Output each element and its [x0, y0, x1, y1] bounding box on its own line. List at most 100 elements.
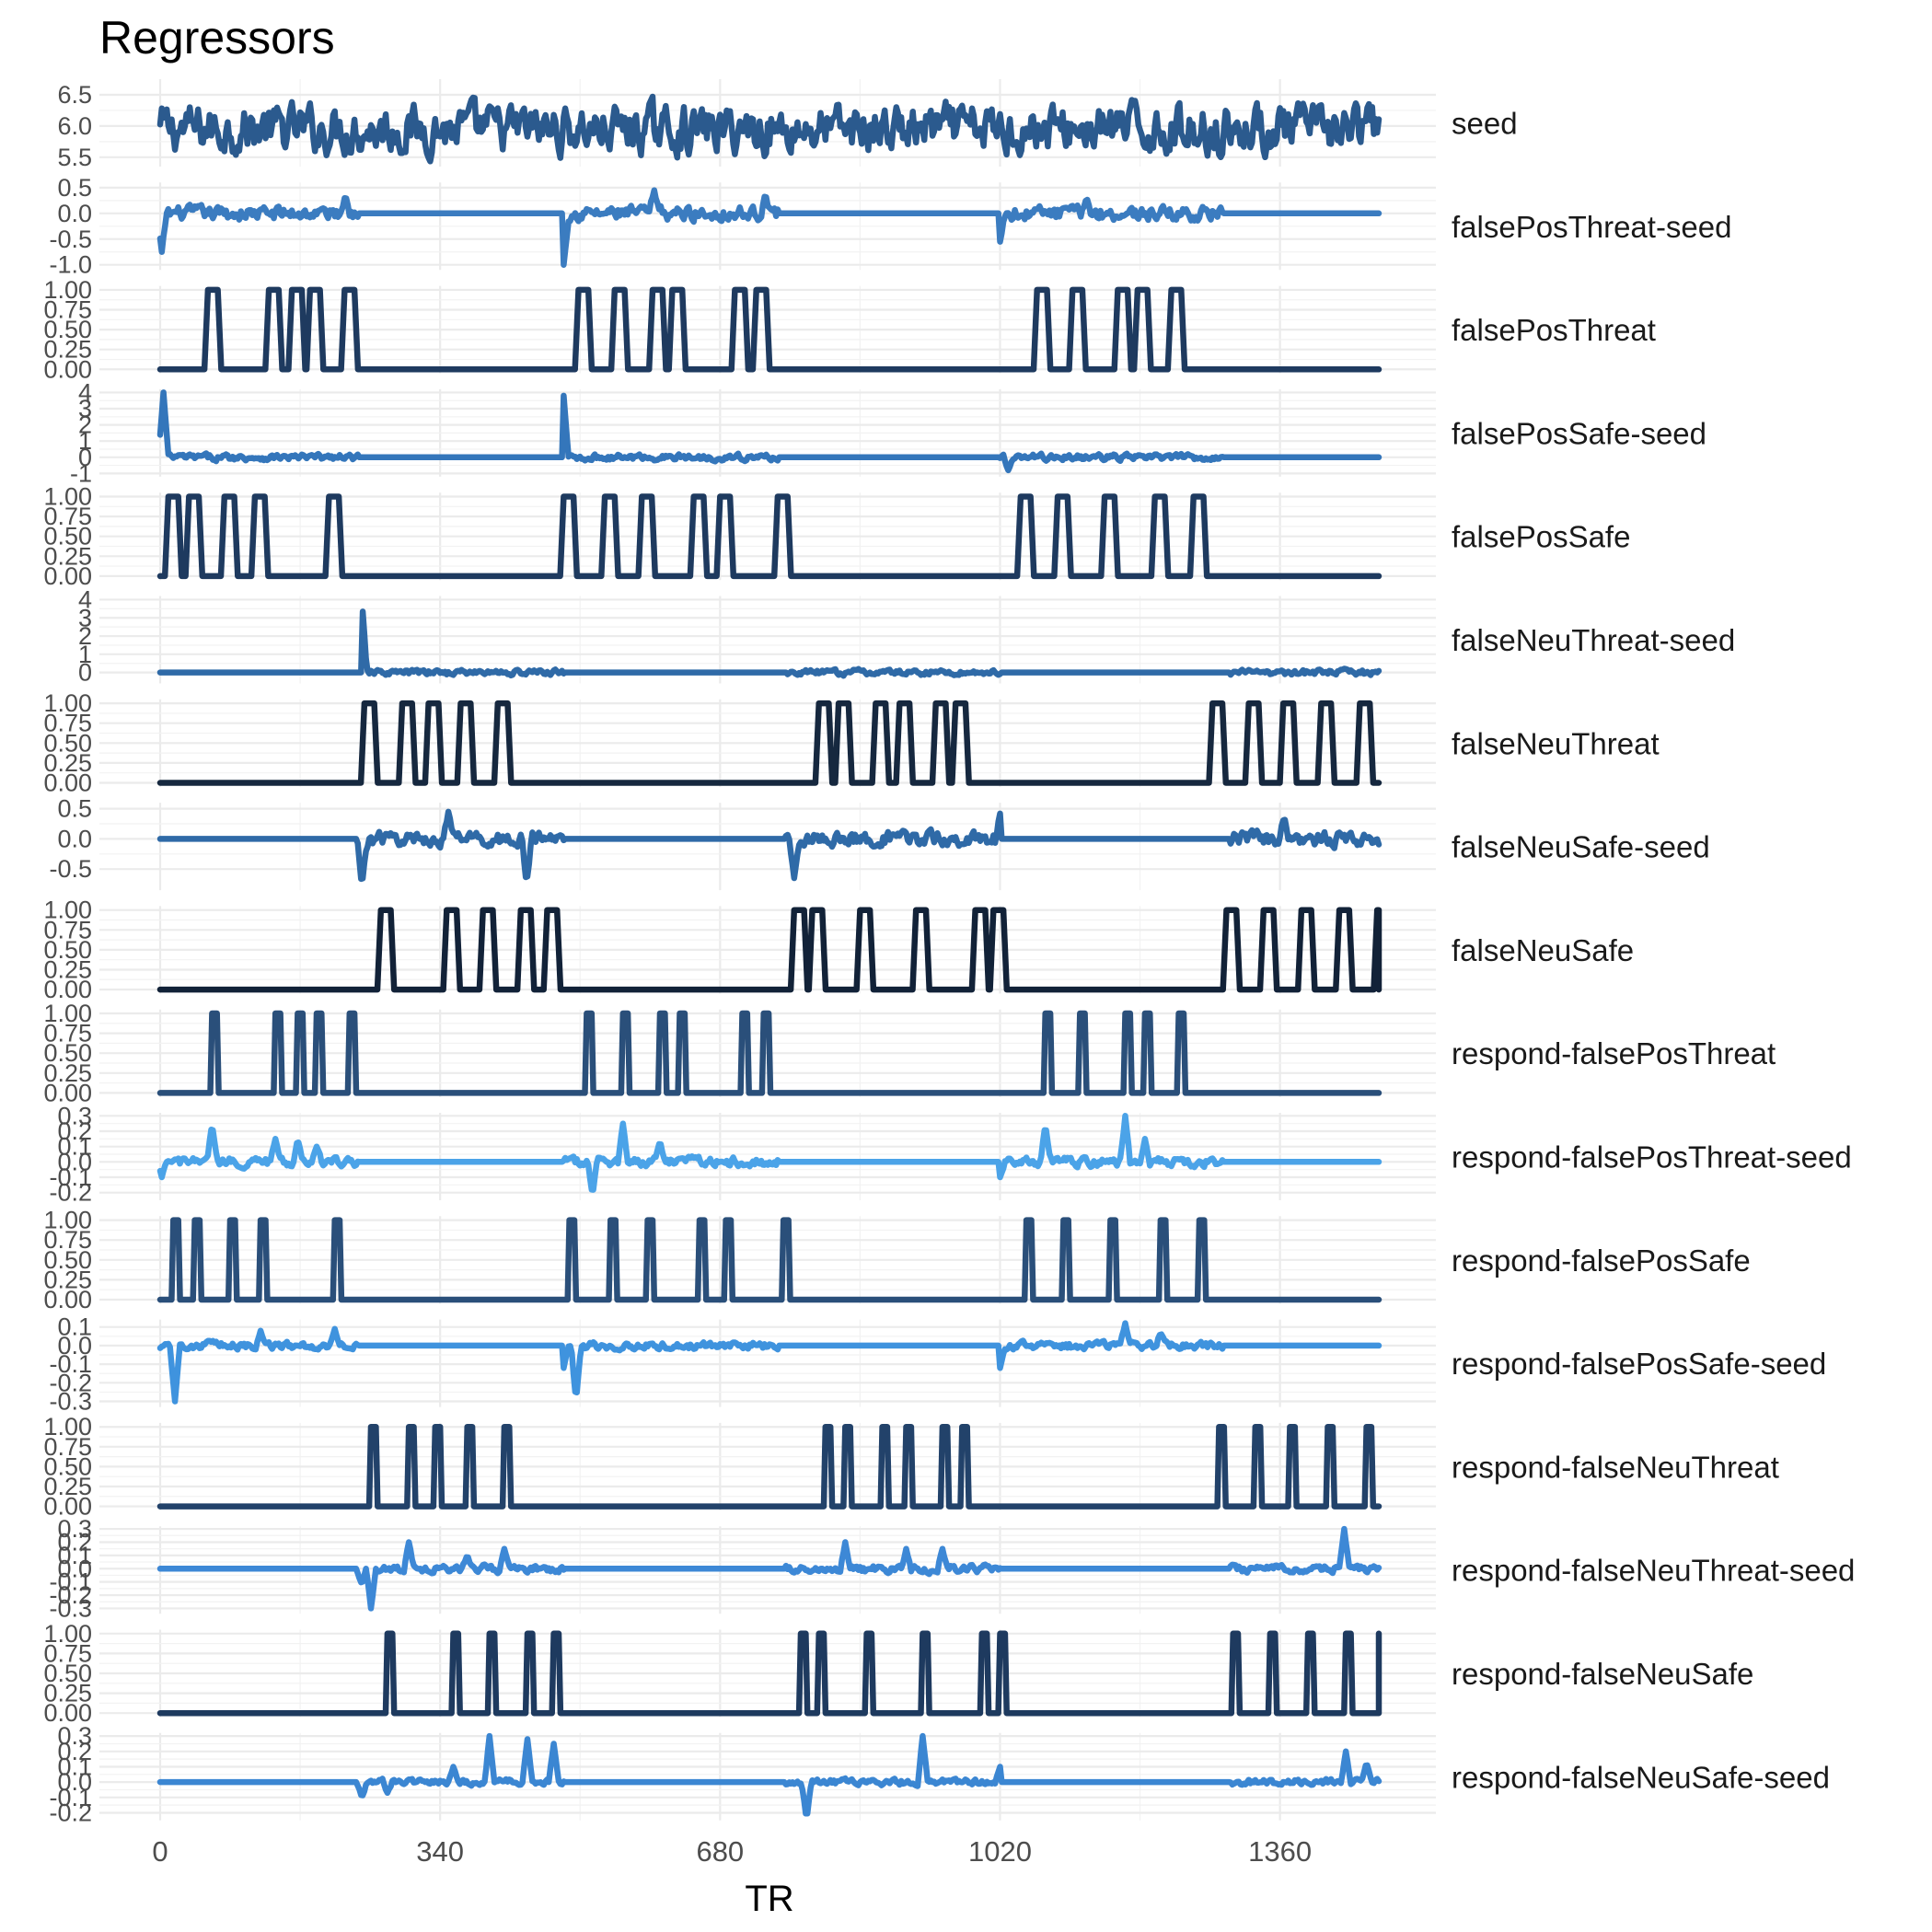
facet-falseNeuSafe-seed: -0.5 0.00.5 falseNeuSafe-seed [49, 795, 1710, 891]
facet-falsePosThreat-seed: -1.0-0.50.00.5 falsePosThreat-seed [49, 174, 1731, 279]
facet-grid [99, 699, 1436, 787]
y-tick-label: 0.00 [43, 1699, 92, 1727]
y-tick-label: 2 [78, 411, 92, 439]
y-tick-label: 0.0 [57, 200, 92, 227]
y-tick-label: 0.25 [43, 1059, 92, 1087]
y-tick-label: 0.25 [43, 749, 92, 777]
y-tick-label: 6.0 [57, 112, 92, 140]
y-tick-label: -0.1 [49, 1568, 92, 1596]
y-tick-label: 0.00 [43, 1079, 92, 1106]
y-tick-label: 1.00 [43, 1000, 92, 1027]
facet-seed: 5.5 6.0 6.5 seed [57, 79, 1518, 171]
y-tick-label: -0.1 [49, 1784, 92, 1811]
facet-label: falseNeuThreat [1452, 726, 1660, 760]
facet-label: falseNeuSafe [1452, 933, 1634, 967]
y-tick-label: 0.25 [43, 542, 92, 570]
y-tick-label: 0.50 [43, 1039, 92, 1067]
y-tick-label: 0.75 [43, 1433, 92, 1461]
y-tick-label: -0.3 [49, 1388, 92, 1416]
series-line-respond-falseNeuSafe [156, 1630, 1382, 1717]
facet-label: respond-falsePosSafe [1452, 1244, 1751, 1278]
y-tick-label: 0.75 [43, 1020, 92, 1047]
y-tick-label: -0.3 [49, 1594, 92, 1622]
facet-respond-falsePosThreat: 0.000.250.500.751.00 respond-falsePosThre… [43, 1000, 1776, 1106]
chart-title: Regressors [99, 12, 335, 64]
y-tick-label: 1.00 [43, 1620, 92, 1648]
y-tick-label: 0.75 [43, 1226, 92, 1254]
y-tick-label: 0.75 [43, 503, 92, 530]
facet-label: respond-falsePosThreat [1452, 1036, 1776, 1070]
x-tick-label: 1020 [968, 1835, 1032, 1868]
y-tick-label: 0.3 [57, 1515, 92, 1543]
facet-label: falsePosSafe-seed [1452, 416, 1706, 450]
y-tick-label: 4 [78, 585, 92, 613]
series-line-falseNeuThreat [156, 700, 1382, 786]
facet-label: falsePosSafe [1452, 520, 1630, 554]
y-tick-label: -1 [70, 459, 92, 487]
y-tick-label: 1.00 [43, 483, 92, 511]
facet-respond-falsePosSafe: 0.000.250.500.751.00 respond-falsePosSafe [43, 1207, 1750, 1313]
y-tick-label: 0.2 [57, 1528, 92, 1556]
y-tick-label: 0.0 [57, 1768, 92, 1796]
facet-grid [99, 1732, 1436, 1821]
y-tick-label: -0.2 [49, 1799, 92, 1826]
y-tick-label: 0.25 [43, 955, 92, 983]
facet-label: falsePosThreat-seed [1452, 210, 1732, 244]
series-line-respond-falseNeuThreat [156, 1423, 1382, 1510]
facet-respond-falseNeuThreat-seed: -0.3-0.2-0.10.00.10.20.3 respond-falseNeu… [49, 1515, 1855, 1622]
series-line-falseNeuThreat-seed [156, 608, 1382, 679]
facet-label: falseNeuThreat-seed [1452, 623, 1735, 657]
y-tick-label: 0.1 [57, 1313, 92, 1341]
series-line-falsePosSafe [156, 493, 1382, 580]
series-line-respond-falsePosSafe [156, 1217, 1382, 1303]
y-tick-label: -0.5 [49, 226, 92, 253]
y-tick-label: 0.50 [43, 1246, 92, 1274]
y-tick-label: 0.00 [43, 355, 92, 383]
y-tick-label: 0.0 [57, 825, 92, 852]
x-tick-label: 0 [152, 1835, 168, 1868]
facet-respond-falsePosSafe-seed: -0.3-0.2-0.10.00.1 respond-falsePosSafe-s… [49, 1313, 1826, 1416]
y-tick-label: 0.1 [57, 1542, 92, 1569]
y-tick-label: 1.00 [43, 1207, 92, 1234]
facet-grid [99, 1216, 1436, 1304]
y-tick-label: 0.0 [57, 1148, 92, 1175]
series-line-respond-falseNeuThreat-seed [156, 1525, 1382, 1612]
y-tick-label: 0.50 [43, 1452, 92, 1480]
facet-falsePosThreat: 0.000.250.500.751.00 falsePosThreat [43, 276, 1656, 383]
y-tick-label: 0.00 [43, 1493, 92, 1521]
facet-grid [99, 1422, 1436, 1510]
facet-falseNeuSafe: 0.000.250.500.751.00 falseNeuSafe [43, 897, 1634, 1003]
series-line-respond-falsePosThreat-seed [156, 1113, 1382, 1193]
facet-label: respond-falsePosThreat-seed [1452, 1140, 1852, 1174]
series-line-falseNeuSafe [156, 907, 1382, 993]
y-tick-label: 0.00 [43, 1286, 92, 1313]
y-tick-label: 1 [78, 427, 92, 455]
facet-falseNeuThreat: 0.000.250.500.751.00 falseNeuThreat [43, 689, 1659, 796]
y-tick-label: 0.0 [57, 1555, 92, 1582]
y-tick-label: 0.00 [43, 562, 92, 590]
x-tick-label: 680 [696, 1835, 744, 1868]
facet-label: respond-falseNeuSafe [1452, 1657, 1753, 1691]
y-tick-label: 1.00 [43, 689, 92, 717]
series-line-respond-falsePosThreat [156, 1010, 1382, 1096]
y-tick-label: 0.2 [57, 1738, 92, 1765]
y-tick-label: 3 [78, 604, 92, 631]
y-tick-label: 0.1 [57, 1133, 92, 1161]
x-tick-label: 1360 [1248, 1835, 1312, 1868]
facet-respond-falseNeuThreat: 0.000.250.500.751.00 respond-falseNeuThre… [43, 1413, 1778, 1520]
y-tick-label: 6.5 [57, 81, 92, 109]
y-tick-label: -0.5 [49, 855, 92, 883]
series-line-respond-falseNeuSafe-seed [156, 1732, 1382, 1817]
facet-label: falsePosThreat [1452, 313, 1656, 347]
series-line-respond-falsePosSafe-seed [156, 1320, 1382, 1405]
y-tick-label: 1.00 [43, 276, 92, 304]
y-tick-label: 0.75 [43, 1639, 92, 1667]
series-line-falsePosSafe-seed [156, 389, 1382, 474]
y-tick-label: 1.00 [43, 897, 92, 924]
y-tick-label: 0.25 [43, 1680, 92, 1707]
facet-label: respond-falseNeuThreat-seed [1452, 1554, 1855, 1588]
y-tick-label: 1.00 [43, 1413, 92, 1440]
facet-label: respond-falseNeuThreat [1452, 1450, 1779, 1484]
series-line-falsePosThreat [156, 286, 1382, 373]
